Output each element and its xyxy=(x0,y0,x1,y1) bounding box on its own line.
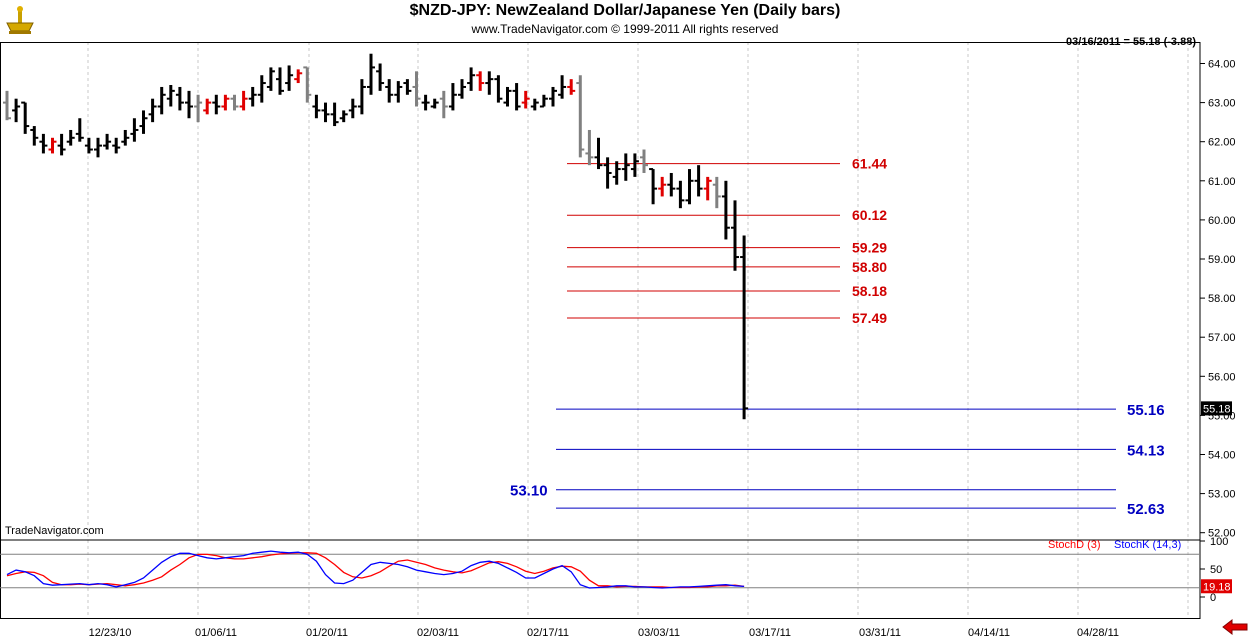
fib-level-label: 58.80 xyxy=(852,259,887,275)
stoch-k-legend: StochK (14,3) xyxy=(1114,539,1181,551)
x-tick-label: 03/31/11 xyxy=(859,627,901,639)
x-tick-label: 01/20/11 xyxy=(306,627,348,639)
fib-level-label: 58.18 xyxy=(852,283,887,299)
y-tick-label: 59.00 xyxy=(1208,254,1236,266)
fib-level-label: 60.12 xyxy=(852,207,887,223)
x-tick-label: 01/06/11 xyxy=(195,627,237,639)
last-price-label: 55.18 xyxy=(1203,403,1231,415)
tradenavigator-logo-icon xyxy=(3,3,37,37)
stoch-value-box xyxy=(1201,579,1232,594)
y-tick-label: 53.00 xyxy=(1208,489,1236,501)
stoch-y-tick-label: 50 xyxy=(1210,564,1222,576)
stoch-d-legend: StochD (3) xyxy=(1048,539,1101,551)
y-tick-label: 54.00 xyxy=(1208,450,1236,462)
x-tick-label: 03/17/11 xyxy=(749,627,791,639)
x-tick-label: 02/03/11 xyxy=(417,627,459,639)
x-tick-label: 03/03/11 xyxy=(638,627,680,639)
target-level-label: 53.10 xyxy=(510,483,548,500)
x-tick-label: 12/23/10 xyxy=(89,627,132,639)
stoch-y-tick-label: 0 xyxy=(1210,592,1216,604)
y-tick-label: 56.00 xyxy=(1208,371,1236,383)
y-tick-label: 62.00 xyxy=(1208,137,1236,149)
y-tick-label: 61.00 xyxy=(1208,176,1236,188)
fib-level-label: 61.44 xyxy=(852,156,887,172)
y-tick-label: 64.00 xyxy=(1208,59,1236,71)
stoch-value-label: 19.18 xyxy=(1203,581,1231,593)
copyright-subtitle: www.TradeNavigator.com © 1999-2011 All r… xyxy=(471,22,779,36)
chart-frame xyxy=(0,42,1201,619)
stoch-y-tick-label: 100 xyxy=(1210,536,1228,548)
target-level-label: 54.13 xyxy=(1127,442,1165,459)
x-tick-label: 02/17/11 xyxy=(527,627,569,639)
last-price-box xyxy=(1201,401,1232,416)
y-tick-label: 57.00 xyxy=(1208,332,1236,344)
scroll-left-arrow-icon[interactable] xyxy=(1222,618,1248,636)
chart-title: $NZD-JPY: NewZealand Dollar/Japanese Yen… xyxy=(409,2,841,19)
fib-level-label: 57.49 xyxy=(852,310,887,326)
fib-level-label: 59.29 xyxy=(852,240,887,256)
target-level-label: 52.63 xyxy=(1127,501,1165,518)
target-level-label: 55.16 xyxy=(1127,402,1165,419)
y-tick-label: 52.00 xyxy=(1208,528,1236,540)
stoch-series-line xyxy=(6,550,745,589)
x-tick-label: 04/14/11 xyxy=(968,627,1010,639)
y-tick-label: 63.00 xyxy=(1208,98,1236,110)
watermark-label: TradeNavigator.com xyxy=(5,525,104,537)
stoch-series-line xyxy=(6,552,745,589)
y-tick-label: 60.00 xyxy=(1208,215,1236,227)
y-tick-label: 58.00 xyxy=(1208,293,1236,305)
x-tick-label: 04/28/11 xyxy=(1077,627,1119,639)
